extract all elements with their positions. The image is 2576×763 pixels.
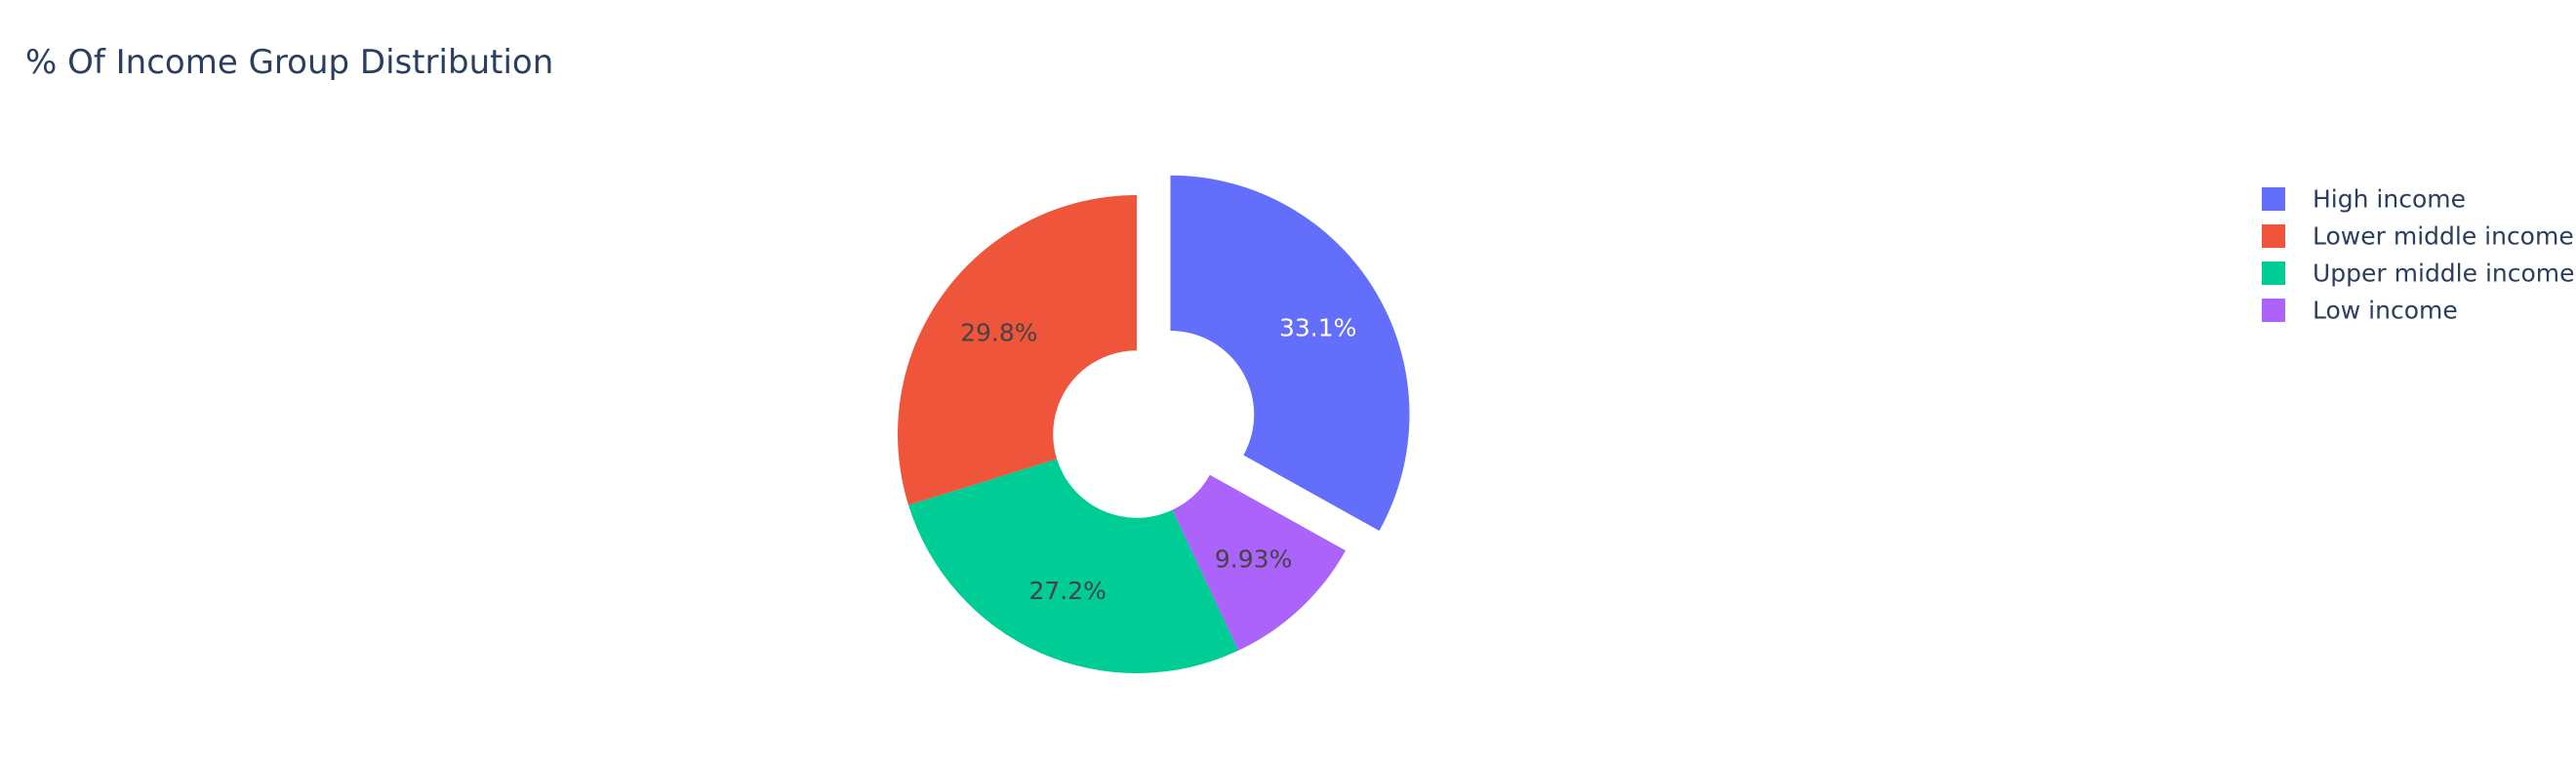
slice-label-high-income: 33.1% [1279,313,1356,341]
legend-item-low-income[interactable]: Low income [2262,297,2458,325]
legend-item-high-income[interactable]: High income [2262,185,2466,214]
legend-item-upper-middle-income[interactable]: Upper middle income [2262,260,2575,288]
slice-label-lower-middle-income: 29.8% [960,318,1037,346]
pie-slice-upper-middle-income [908,459,1239,673]
pie-slices [897,175,1410,673]
legend-swatch-high-income [2262,187,2285,211]
legend-label-low-income: Low income [2313,297,2458,325]
legend-swatch-upper-middle-income [2262,261,2285,285]
pie-slice-high-income [1170,175,1410,531]
legend-swatch-low-income [2262,299,2285,322]
pie-slice-labels: 33.1% 9.93% 27.2% 29.8% [960,313,1356,605]
chart-title: % Of Income Group Distribution [25,43,553,82]
slice-label-low-income: 9.93% [1215,545,1292,574]
legend-swatch-lower-middle-income [2262,224,2285,248]
slice-label-upper-middle-income: 27.2% [1028,577,1106,605]
pie-slice-lower-middle-income [897,195,1137,505]
pie-slice-low-income [1172,474,1347,651]
legend-label-high-income: High income [2313,185,2466,214]
legend-label-upper-middle-income: Upper middle income [2313,260,2575,288]
legend-label-lower-middle-income: Lower middle income [2313,222,2574,251]
legend-item-lower-middle-income[interactable]: Lower middle income [2262,222,2574,251]
legend: High income Lower middle income Upper midd… [2262,185,2575,325]
